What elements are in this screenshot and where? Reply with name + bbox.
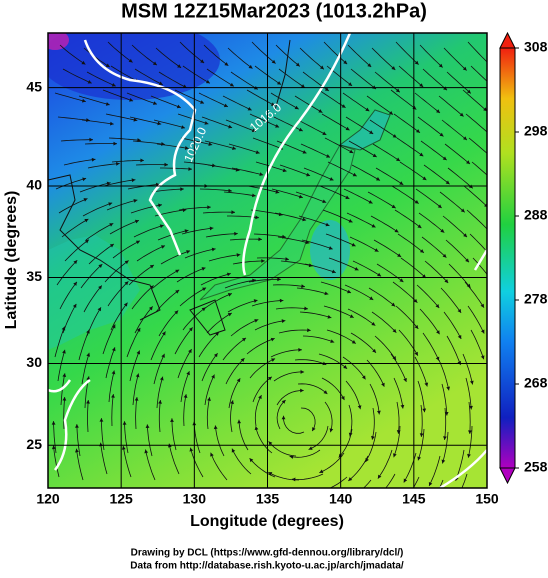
x-tick-label: 150 xyxy=(475,491,499,507)
arrowhead xyxy=(428,504,432,508)
y-axis-label: Latitude (degrees) xyxy=(3,191,20,330)
colorbar-tick-label: 308 xyxy=(524,39,548,55)
arrowhead xyxy=(455,500,458,504)
colorbar-tick-label: 288 xyxy=(524,207,548,223)
x-axis-label: Longitude (degrees) xyxy=(190,513,344,530)
arrowhead xyxy=(492,179,496,183)
colorbar-tick-label: 268 xyxy=(524,375,548,391)
x-tick-label: 140 xyxy=(329,491,353,507)
credit: Drawing by DCL (https://www.gfd-dennou.o… xyxy=(131,548,404,559)
y-tick-label: 25 xyxy=(26,436,42,452)
y-tick-label: 40 xyxy=(26,177,42,193)
y-tick-label: 30 xyxy=(26,354,42,370)
colorbar-tick-label: 298 xyxy=(524,123,548,139)
arrowhead xyxy=(376,496,380,500)
x-tick-label: 130 xyxy=(183,491,207,507)
credit: Data from http://database.rish.kyoto-u.a… xyxy=(130,561,404,572)
map-area: 1020.0 1016.0 xyxy=(40,20,496,508)
arrowhead xyxy=(488,253,492,257)
x-tick-label: 135 xyxy=(256,491,280,507)
colorbar xyxy=(500,48,515,468)
y-tick-label: 45 xyxy=(26,78,42,94)
arrowhead xyxy=(490,84,494,88)
arrowhead xyxy=(319,489,323,493)
x-tick-label: 120 xyxy=(36,491,60,507)
colorbar-extend-min xyxy=(500,468,515,483)
arrowhead xyxy=(490,279,494,283)
colorbar-extend-max xyxy=(500,33,515,48)
arrowhead xyxy=(489,155,493,159)
title: MSM 12Z15Mar2023 (1013.2hPa) xyxy=(121,0,427,22)
x-tick-label: 145 xyxy=(402,491,426,507)
colorbar-tick-label: 278 xyxy=(524,291,548,307)
y-tick-label: 35 xyxy=(26,268,42,284)
x-tick-label: 125 xyxy=(109,491,133,507)
colorbar-tick-label: 258 xyxy=(524,459,548,475)
